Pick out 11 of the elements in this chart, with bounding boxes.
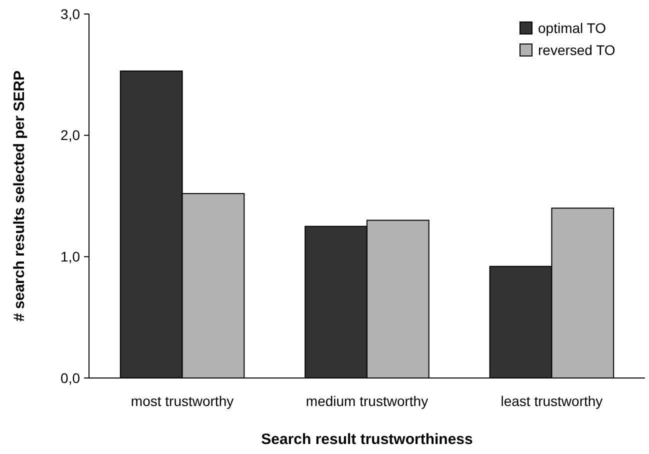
legend-label: optimal TO — [538, 20, 606, 36]
y-tick-label: 0,0 — [60, 370, 80, 386]
x-tick-label: medium trustworthy — [306, 393, 428, 409]
y-tick-label: 1,0 — [60, 248, 80, 265]
x-tick-label: least trustworthy — [500, 393, 603, 409]
y-tick-label: 2,0 — [60, 127, 80, 144]
legend-label: reversed TO — [538, 42, 616, 58]
x-tick-label: most trustworthy — [130, 393, 234, 409]
x-axis-title: Search result trustworthiness — [261, 431, 473, 448]
y-axis-title: # search results selected per SERP — [11, 70, 28, 322]
y-tick-label: 3,0 — [60, 6, 80, 22]
